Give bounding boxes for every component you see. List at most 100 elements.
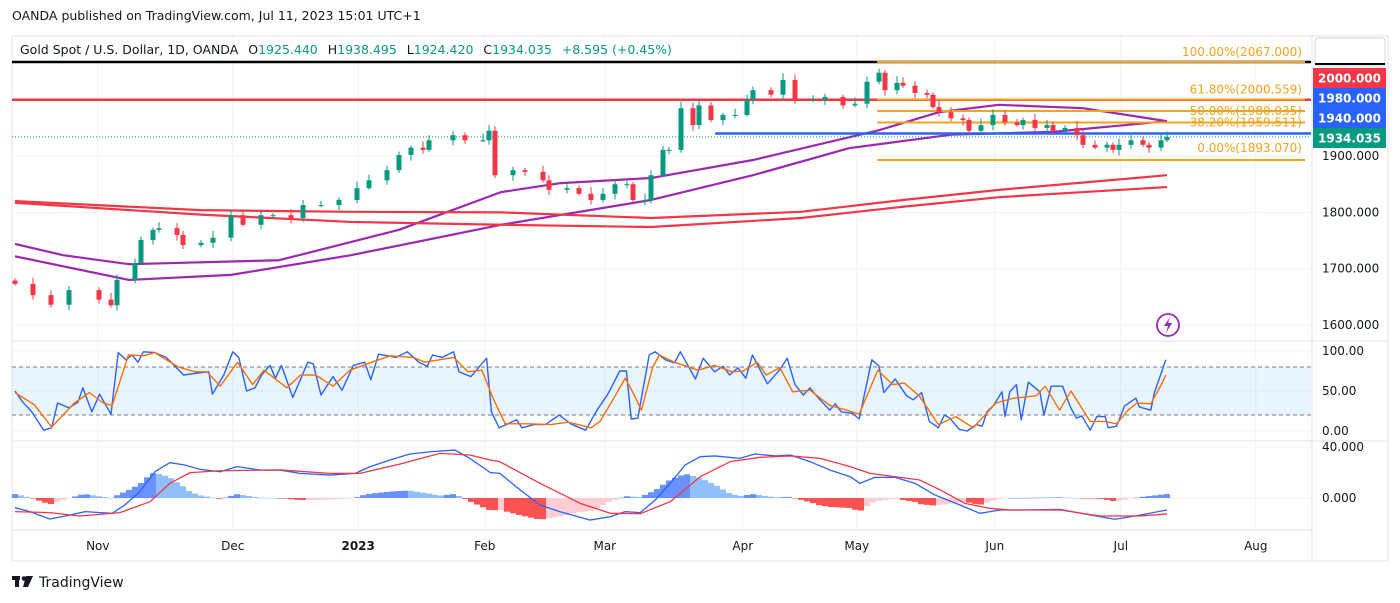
stochastic-pane[interactable] [12, 351, 1311, 432]
candle-up [810, 95, 816, 103]
price-pane[interactable]: 100.00%(2067.000) 61.80%(2000.559) 50.00%(… [12, 45, 1311, 311]
candle-up [1128, 135, 1134, 149]
candle-down [1080, 129, 1086, 149]
macd-histogram-bar [336, 498, 342, 500]
price-label-2067-box [1314, 37, 1386, 67]
macd-histogram-bar [432, 494, 438, 498]
candle-up [822, 93, 828, 105]
candle-body [426, 140, 432, 150]
high-value: 1938.495 [337, 42, 397, 57]
axes[interactable]: Nov Dec 2023 Feb Mar Apr May Jun Jul Aug 1600.000 1… [86, 37, 1386, 553]
candle-body [1140, 140, 1146, 145]
time-axis-label: May [844, 539, 869, 553]
candle-body [600, 193, 606, 200]
macd-histogram-bar [510, 498, 516, 514]
macd-histogram-bar [186, 490, 192, 498]
macd-histogram-bar [1038, 497, 1044, 499]
macd-histogram-bar [498, 498, 504, 511]
candle-up [396, 151, 402, 173]
candle-down [540, 165, 546, 183]
candle-body [864, 81, 870, 104]
macd-histogram-bar [1164, 494, 1170, 498]
candle-body [480, 140, 486, 142]
symbol-title: Gold Spot / U.S. Dollar, 1D, OANDA [20, 42, 239, 57]
low-value: 1924.420 [414, 42, 474, 57]
macd-histogram-bar [1086, 498, 1092, 499]
macd-histogram-bar [1116, 498, 1122, 501]
macd-histogram-bar [876, 498, 882, 501]
macd-histogram-bar [1080, 498, 1086, 499]
candle-up [228, 209, 234, 242]
candle-body [12, 280, 18, 284]
candle-up [624, 180, 630, 189]
price-label-text: 1980.000 [1318, 92, 1381, 106]
macd-histogram-bar [762, 495, 768, 498]
candle-up [612, 179, 618, 200]
macd-histogram-bar [462, 498, 468, 499]
candle-down [1140, 136, 1146, 148]
candle-body [696, 105, 702, 126]
macd-histogram-bar [90, 495, 96, 498]
candle-down [492, 126, 498, 179]
macd-histogram-bar [60, 498, 66, 501]
macd-histogram-bar [426, 493, 432, 498]
candle-body [732, 114, 738, 116]
macd-histogram-bar [246, 496, 252, 498]
candle-body [660, 149, 666, 176]
macd-histogram-bar [324, 498, 330, 500]
candle-body [1062, 127, 1068, 131]
candle-body [1080, 135, 1086, 145]
candle-body [114, 279, 120, 306]
lightning-icon[interactable] [1156, 313, 1180, 337]
candle-up [150, 227, 156, 245]
candle-up [384, 165, 390, 185]
macd-histogram-bar [330, 498, 336, 500]
ma-red-1 [14, 174, 1168, 220]
candle-body [990, 114, 996, 126]
macd-histogram-bar [726, 493, 732, 498]
macd-histogram-bar [954, 498, 960, 503]
candle-up [156, 221, 162, 233]
macd-histogram-bar [990, 498, 996, 501]
macd-histogram-bar [1062, 497, 1068, 499]
candle-up [894, 76, 900, 95]
candle-down [840, 94, 846, 109]
macd-pane[interactable] [12, 449, 1170, 521]
macd-histogram-bar [354, 497, 360, 498]
change-value: +8.595 (+0.45%) [562, 42, 672, 57]
macd-histogram-bar [144, 477, 150, 498]
macd-histogram-bar [120, 492, 126, 498]
tradingview-logo[interactable]: TradingView [12, 575, 124, 591]
macd-histogram-bar [840, 498, 846, 508]
macd-histogram-bar [984, 498, 990, 503]
candle-body [900, 82, 906, 86]
macd-histogram-bar [438, 495, 444, 498]
candle-up [138, 236, 144, 265]
candle-down [1002, 110, 1008, 126]
macd-histogram-bar [588, 498, 594, 511]
candle-body [156, 228, 162, 230]
candle-body [666, 149, 672, 151]
publisher-line: OANDA published on TradingView.com, Jul … [12, 8, 421, 23]
price-label-badge [1313, 128, 1386, 148]
macd-histogram-bar [552, 498, 558, 518]
candle-body [336, 199, 342, 206]
candle-body [690, 108, 696, 126]
candle-down [912, 81, 918, 99]
macd-histogram-bar [12, 494, 18, 498]
stochastic-k-line [14, 351, 1167, 432]
macd-histogram-bar [792, 498, 798, 499]
candle-body [744, 99, 750, 115]
candle-up [1044, 120, 1050, 134]
macd-histogram-bar [1140, 496, 1146, 498]
macd-histogram-bar [1056, 497, 1062, 498]
macd-histogram-bar [912, 498, 918, 502]
legend: Gold Spot / U.S. Dollar, 1D, OANDA O1925… [20, 42, 672, 57]
candle-down [12, 278, 18, 286]
stochastic-d-line [14, 351, 1167, 429]
candle-body [912, 85, 918, 94]
macd-histogram-bar [1158, 494, 1164, 498]
candle-body [588, 193, 594, 200]
price-label-badge [1313, 68, 1386, 88]
